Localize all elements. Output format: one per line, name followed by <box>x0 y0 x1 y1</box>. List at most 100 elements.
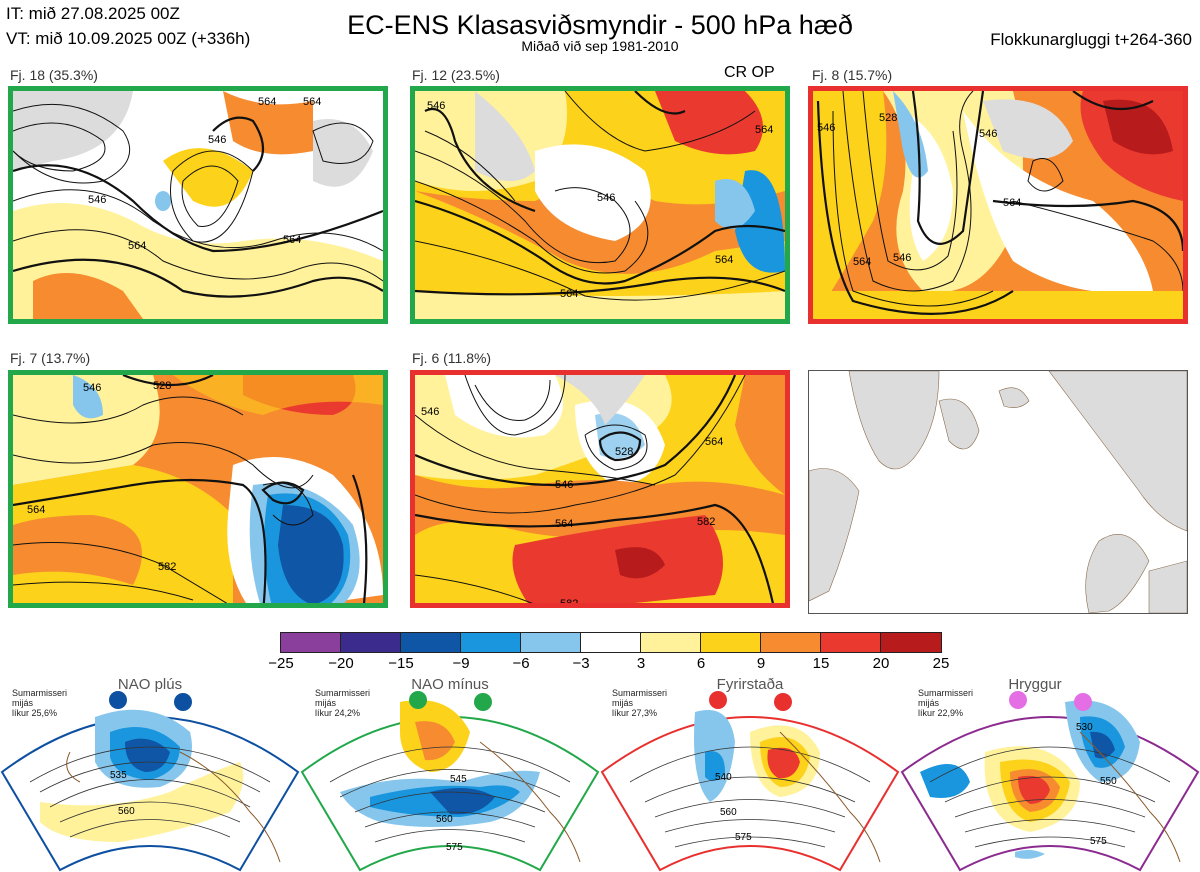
colorbar-swatch <box>881 633 941 652</box>
contour-label: 564 <box>560 288 578 300</box>
contour-label: 528 <box>153 380 171 392</box>
colorbar-tick: −6 <box>512 655 530 672</box>
regime-map-nao-minus: 545 560 575 <box>300 691 600 872</box>
contour-label: 546 <box>817 122 835 134</box>
contour-label: 546 <box>597 192 615 204</box>
regime-note-nao-minus: Sumarmisseri mijás líkur 24,2% <box>315 688 370 718</box>
contour-label: 564 <box>755 124 773 136</box>
regime-title-ridge: Hryggur <box>1008 676 1062 693</box>
contour-label: 564 <box>283 234 301 246</box>
contour-label: 528 <box>879 112 897 124</box>
colorbar <box>280 632 942 653</box>
regime-note-line: Sumarmisseri <box>918 688 974 698</box>
regime-contour-label: 560 <box>436 814 453 825</box>
valid-time: VT: mið 10.09.2025 00Z (+336h) <box>6 29 251 48</box>
contour-label: 528 <box>615 446 633 458</box>
colorbar-tick: 25 <box>932 655 950 672</box>
colorbar-swatch <box>281 633 341 652</box>
regime-map-nao-plus: 535 560 <box>0 691 300 872</box>
colorbar-tick: −3 <box>572 655 590 672</box>
colorbar-tick: 6 <box>696 655 706 672</box>
regime-map-ridge: 530 550 575 <box>900 691 1200 872</box>
regime-contour-label: 575 <box>735 832 752 843</box>
contour-label: 564 <box>715 254 733 266</box>
contour-label: 546 <box>427 100 445 112</box>
cluster-map-4: 528 546 564 582 564 546 <box>8 370 388 608</box>
contour-label: 582 <box>697 516 715 528</box>
cluster-window: Flokkunargluggi t+264-360 <box>990 30 1192 49</box>
regime-note-line: líkur 22,9% <box>918 708 964 718</box>
colorbar-tick: 20 <box>872 655 890 672</box>
panel-label-2: Fj. 12 (23.5%) <box>412 67 500 83</box>
cluster-map-3: 546 564 528 546 564 546 <box>808 86 1188 324</box>
regime-note-line: líkur 27,3% <box>612 708 658 718</box>
regime-note-line: mijás <box>612 698 634 708</box>
contour-label: 582 <box>158 561 176 573</box>
regime-contour-label: 560 <box>720 807 737 818</box>
regime-note-line: mijás <box>918 698 940 708</box>
contour-label: 546 <box>83 382 101 394</box>
contour-label: 564 <box>705 436 723 448</box>
colorbar-swatch <box>761 633 821 652</box>
regime-note-ridge: Sumarmisseri mijás líkur 22,9% <box>918 688 973 718</box>
reference-map <box>808 370 1188 614</box>
regime-note-line: Sumarmisseri <box>315 688 371 698</box>
cluster-map-5: 546 528 546 564 582 582 564 <box>410 370 790 608</box>
panel-label-5: Fj. 6 (11.8%) <box>412 350 492 366</box>
regime-title-nao-plus: NAO plús <box>117 676 183 693</box>
regime-note-nao-plus: Sumarmisseri mijás líkur 25,6% <box>12 688 67 718</box>
regime-note-line: Sumarmisseri <box>12 688 68 698</box>
panel-label-1: Fj. 18 (35.3%) <box>10 67 98 83</box>
regime-note-line: mijás <box>12 698 34 708</box>
initial-time: IT: mið 27.08.2025 00Z <box>6 4 180 23</box>
regime-note-line: líkur 25,6% <box>12 708 58 718</box>
contour-label: 546 <box>421 406 439 418</box>
contour-label: 564 <box>853 256 871 268</box>
colorbar-swatch <box>821 633 881 652</box>
regime-note-blocking: Sumarmisseri mijás líkur 27,3% <box>612 688 667 718</box>
page-subtitle: Miðað við sep 1981-2010 <box>521 38 679 54</box>
colorbar-swatch <box>521 633 581 652</box>
contour-label: 564 <box>303 96 321 108</box>
contour-label: 546 <box>358 602 376 608</box>
colorbar-swatch <box>581 633 641 652</box>
colorbar-swatch <box>401 633 461 652</box>
regime-note-line: mijás <box>315 698 337 708</box>
colorbar-tick: 9 <box>756 655 766 672</box>
cluster-map-2: 546 564 546 564 564 <box>410 86 790 324</box>
regime-contour-label: 535 <box>110 770 127 781</box>
colorbar-swatch <box>701 633 761 652</box>
colorbar-swatch <box>461 633 521 652</box>
regime-contour-label: 550 <box>1100 776 1117 787</box>
regime-contour-label: 530 <box>1076 722 1093 733</box>
regime-contour-label: 560 <box>118 806 135 817</box>
panel-label-4: Fj. 7 (13.7%) <box>10 350 91 366</box>
regime-note-line: líkur 24,2% <box>315 708 361 718</box>
cr-op-label: CR OP <box>724 64 775 81</box>
contour-label: 564 <box>1003 197 1021 209</box>
colorbar-swatch <box>641 633 701 652</box>
contour-label: 546 <box>555 479 573 491</box>
regime-note-line: Sumarmisseri <box>612 688 668 698</box>
contour-label: 564 <box>248 602 266 608</box>
regime-title-blocking: Fyrirstaða <box>716 676 784 693</box>
contour-label: 582 <box>560 598 578 608</box>
colorbar-tick: −9 <box>452 655 470 672</box>
contour-label: 564 <box>128 240 146 252</box>
regime-contour-label: 545 <box>450 774 467 785</box>
colorbar-tick: −25 <box>268 655 294 672</box>
regime-contour-label: 540 <box>715 772 732 783</box>
cluster-map-1: 564 546 564 564 546 564 <box>8 86 388 324</box>
panel-label-3: Fj. 8 (15.7%) <box>812 67 893 83</box>
contour-label: 546 <box>208 134 226 146</box>
colorbar-tick: −20 <box>328 655 354 672</box>
contour-label: 546 <box>979 128 997 140</box>
colorbar-tick: 15 <box>812 655 830 672</box>
contour-label: 564 <box>258 96 276 108</box>
contour-label: 564 <box>555 518 573 530</box>
regime-title-nao-minus: NAO mínus <box>411 676 489 693</box>
contour-label: 546 <box>88 194 106 206</box>
colorbar-tick: 3 <box>636 655 646 672</box>
page-title: EC-ENS Klasasviðsmyndir - 500 hPa hæð <box>347 10 853 40</box>
colorbar-tick: −15 <box>388 655 414 672</box>
